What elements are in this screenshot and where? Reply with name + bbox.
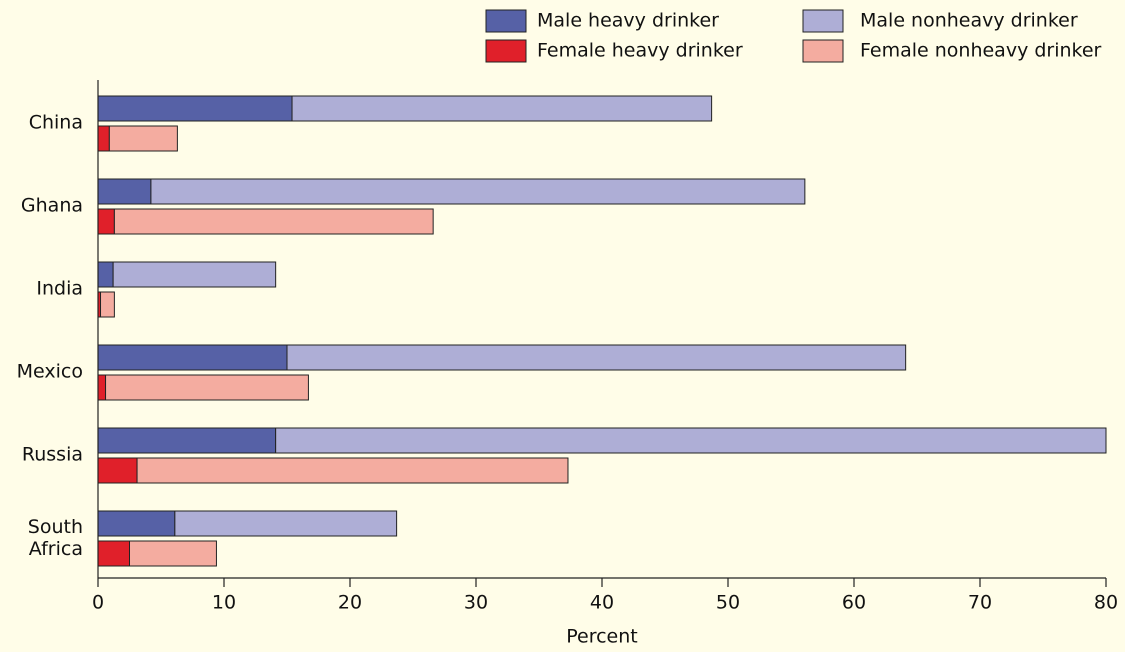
y-tick-label: China: [29, 112, 83, 134]
y-tick-label: Mexico: [17, 361, 83, 383]
y-tick-label: Russia: [22, 444, 83, 466]
bar: [275, 427, 1107, 454]
y-tick-label: Ghana: [21, 195, 83, 217]
bar: [286, 344, 907, 371]
bar: [105, 374, 309, 401]
bar: [112, 261, 277, 288]
legend-swatch: [802, 9, 844, 33]
legend-swatch: [802, 39, 844, 63]
x-tick-label: 80: [1094, 592, 1118, 614]
bar: [97, 344, 288, 371]
bar: [150, 178, 806, 205]
legend-label: Male heavy drinker: [537, 10, 719, 32]
bar: [97, 427, 277, 454]
bar: [97, 261, 114, 288]
legend-label: Female nonheavy drinker: [860, 40, 1102, 62]
legend-swatch: [485, 39, 527, 63]
bar: [97, 457, 138, 484]
x-tick-label: 10: [212, 592, 236, 614]
x-tick-label: 50: [716, 592, 740, 614]
bar: [97, 125, 110, 152]
bar: [136, 457, 569, 484]
bar: [100, 291, 115, 318]
bar: [97, 178, 152, 205]
bar: [174, 510, 398, 537]
x-tick-label: 70: [968, 592, 992, 614]
legend-label: Male nonheavy drinker: [860, 10, 1078, 32]
x-axis-label: Percent: [566, 626, 638, 648]
bar: [291, 95, 713, 122]
x-tick-label: 0: [92, 592, 104, 614]
bar: [97, 95, 293, 122]
y-tick-label: India: [36, 278, 83, 300]
legend-label: Female heavy drinker: [537, 40, 743, 62]
bar: [113, 208, 434, 235]
x-tick-label: 40: [590, 592, 614, 614]
x-tick-label: 60: [842, 592, 866, 614]
bar: [97, 374, 107, 401]
bar: [97, 510, 176, 537]
legend-swatch: [485, 9, 527, 33]
bar: [129, 540, 217, 567]
x-tick-label: 30: [464, 592, 488, 614]
x-tick-label: 20: [338, 592, 362, 614]
bar: [97, 540, 130, 567]
bar: [97, 208, 115, 235]
bar: [108, 125, 178, 152]
y-tick-label: South Africa: [28, 516, 83, 560]
